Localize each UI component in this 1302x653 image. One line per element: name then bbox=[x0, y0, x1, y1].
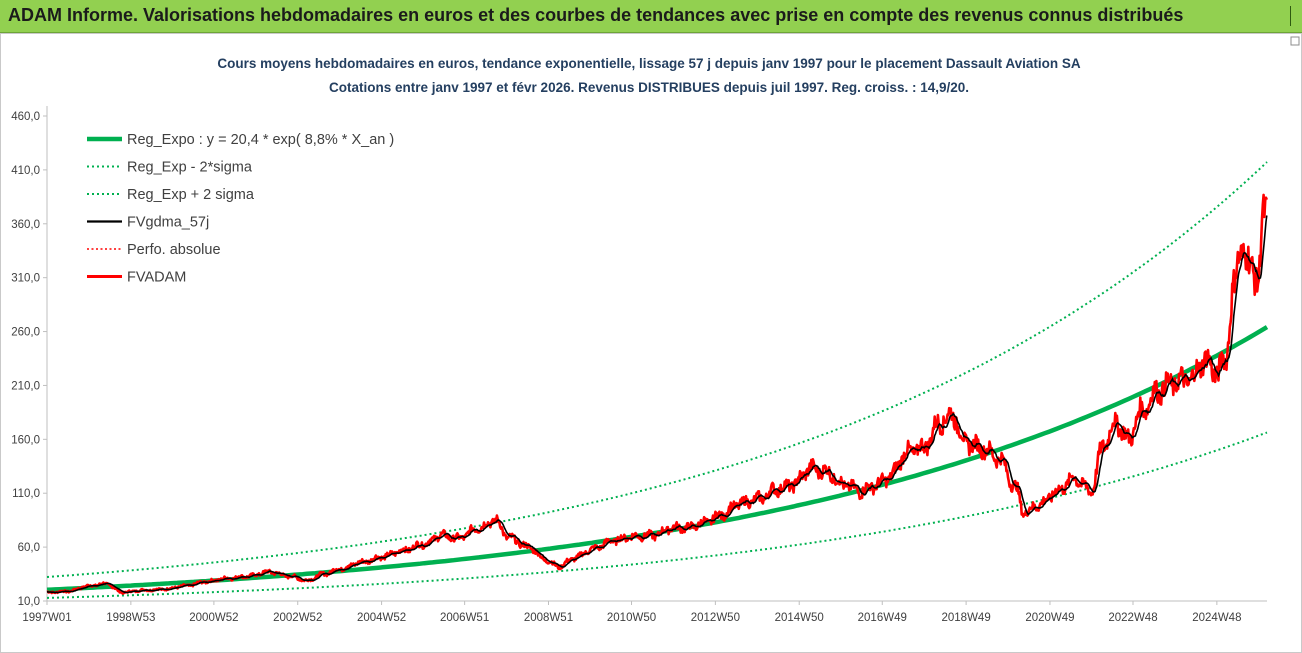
chart-title-line2: Cotations entre janv 1997 et févr 2026. … bbox=[329, 80, 969, 95]
x-tick-label: 2006W51 bbox=[440, 612, 489, 624]
legend-label: Reg_Expo : y = 20,4 * exp( 8,8% * X_an ) bbox=[127, 132, 394, 148]
series-fvadam bbox=[46, 193, 1269, 595]
y-tick-label: 60,0 bbox=[18, 542, 40, 554]
y-tick-label: 410,0 bbox=[11, 165, 40, 177]
legend-label: Perfo. absolue bbox=[127, 242, 221, 258]
x-tick-label: 2024W48 bbox=[1192, 612, 1241, 624]
x-tick-label: 2012W50 bbox=[691, 612, 740, 624]
series-reg-plus-2sigma bbox=[46, 161, 1268, 578]
legend-item-perfo: Perfo. absolue bbox=[87, 242, 221, 258]
y-tick-label: 260,0 bbox=[11, 327, 40, 339]
x-tick-label: 2004W52 bbox=[357, 612, 406, 624]
corner-checkbox-mark bbox=[1290, 36, 1300, 46]
chart-title-line1: Cours moyens hebdomadaires en euros, ten… bbox=[217, 56, 1081, 71]
legend-label: Reg_Exp - 2*sigma bbox=[127, 160, 253, 176]
series-fvgdma-57j bbox=[46, 215, 1268, 594]
x-tick-label: 1997W01 bbox=[22, 612, 71, 624]
chart-svg: Cours moyens hebdomadaires en euros, ten… bbox=[11, 56, 1269, 624]
y-tick-label: 310,0 bbox=[11, 273, 40, 285]
x-tick-label: 2020W49 bbox=[1025, 612, 1074, 624]
x-tick-label: 2002W52 bbox=[273, 612, 322, 624]
header-title: ADAM Informe. Valorisations hebdomadaire… bbox=[8, 5, 1184, 25]
legend: Reg_Expo : y = 20,4 * exp( 8,8% * X_an )… bbox=[87, 132, 394, 286]
x-tick-label: 2016W49 bbox=[858, 612, 907, 624]
x-tick-label: 2014W50 bbox=[775, 612, 824, 624]
y-tick-label: 460,0 bbox=[11, 111, 40, 123]
chart-frame: Cours moyens hebdomadaires en euros, ten… bbox=[0, 33, 1302, 653]
x-tick-label: 2008W51 bbox=[524, 612, 573, 624]
y-tick-label: 210,0 bbox=[11, 380, 40, 392]
x-tick-label: 2018W49 bbox=[941, 612, 990, 624]
legend-label: Reg_Exp + 2 sigma bbox=[127, 187, 255, 203]
x-tick-label: 2022W48 bbox=[1108, 612, 1157, 624]
y-tick-label: 10,0 bbox=[18, 596, 40, 608]
legend-item-reg-minus: Reg_Exp - 2*sigma bbox=[87, 160, 253, 176]
series-layer bbox=[46, 161, 1269, 599]
legend-item-reg-expo: Reg_Expo : y = 20,4 * exp( 8,8% * X_an ) bbox=[87, 132, 394, 148]
y-tick-label: 360,0 bbox=[11, 219, 40, 231]
legend-item-fvgdma: FVgdma_57j bbox=[87, 215, 209, 231]
legend-item-fvadam: FVADAM bbox=[87, 270, 186, 286]
series-reg-expo bbox=[46, 325, 1269, 593]
header-corner-mark bbox=[1290, 6, 1291, 26]
x-tick-label: 2010W50 bbox=[607, 612, 656, 624]
legend-label: FVADAM bbox=[127, 270, 186, 286]
x-tick-label: 1998W53 bbox=[106, 612, 155, 624]
legend-item-reg-plus: Reg_Exp + 2 sigma bbox=[87, 187, 255, 203]
y-tick-label: 160,0 bbox=[11, 434, 40, 446]
y-tick-label: 110,0 bbox=[12, 488, 40, 500]
x-tick-label: 2000W52 bbox=[189, 612, 238, 624]
axes: 10,0 60,0 110,0 160,0 210,0 260,0 310,0 360,0 41… bbox=[11, 106, 1267, 624]
legend-label: FVgdma_57j bbox=[127, 215, 209, 231]
series-reg-minus-2sigma bbox=[46, 431, 1268, 599]
header-bar: ADAM Informe. Valorisations hebdomadaire… bbox=[0, 0, 1302, 33]
